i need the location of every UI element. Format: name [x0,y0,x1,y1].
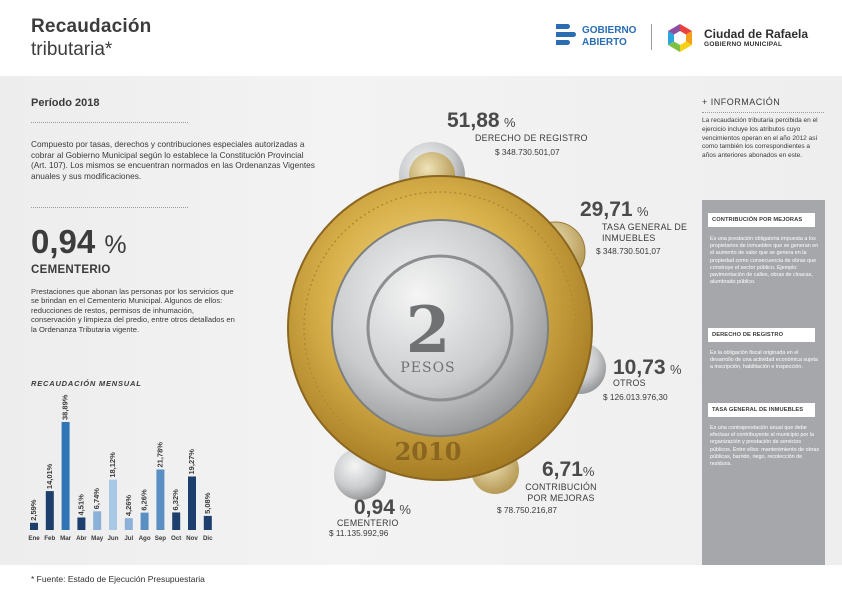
period-label: Período 2018 [31,97,100,109]
sidebar-item-derecho-text: Es la obligación fiscal originada en el … [710,350,818,371]
monthly-revenue-chart: 2,59% Ene 14,01% Feb 38,89% Mar 4,51% Abr 6,74% M… [28,394,213,542]
page-subtitle: tributaria* [31,39,113,60]
bar-label-ago: 6,26% [140,489,149,511]
gobierno-abierto-logo[interactable]: GOBIERNO ABIERTO [556,22,646,54]
source-note: * Fuente: Estado de Ejecución Presupuest… [31,574,205,584]
category-label-dic: Dic [203,535,213,542]
bar-label-feb: 14,01% [45,463,54,489]
category-label-ene: Ene [28,535,40,542]
bar-label-may: 6,74% [92,488,101,510]
ciudad-sub: GOBIERNO MUNICIPAL [704,41,783,48]
bar-jun [109,479,117,530]
bar-label-jul: 4,26% [124,495,133,517]
bar-feb [45,491,54,530]
sidebar-panel [702,200,825,565]
highlight-description: Prestaciones que abonan las personas por… [31,287,235,334]
gobierno-abierto-icon [556,24,578,50]
bar-label-abr: 4,51% [76,494,85,516]
category-label-jun: Jun [107,535,118,542]
category-label-feb: Feb [44,535,55,542]
bar-label-jun: 18,12% [108,452,117,478]
bar-jul [124,518,133,530]
divider [31,122,188,123]
bar-ago [140,512,149,530]
stat-derecho-registro: 51,88 % DERECHO DE REGISTRO $ 348.730.50… [447,109,588,157]
sidebar-item-contribucion-text: Es una prestación obligatoria impuesta a… [710,236,819,286]
bar-mar [61,422,70,530]
bar-label-ene: 2,59% [29,499,38,521]
coin-year: 2010 [395,437,462,466]
stat-otros: 10,73 % OTROS $ 126.013.976,30 [603,356,682,402]
category-label-sep: Sep [155,535,167,542]
bar-ene [30,522,38,530]
gobierno-abierto-text: GOBIERNO ABIERTO [582,25,637,48]
sidebar-intro: La recaudación tributaria percibida en e… [702,117,818,160]
rafaela-hexagon-icon [668,24,692,52]
stat-contribucion-mejoras: 6,71% CONTRIBUCIÓN POR MEJORAS $ 78.750.… [497,458,597,515]
bar-label-dic: 5,08% [203,492,212,514]
category-label-ago: Ago [139,535,151,542]
category-label-jul: Jul [124,535,133,542]
bar-label-mar: 38,89% [61,394,70,420]
coin-main: 2 PESOS 2010 [287,175,593,481]
ciudad-rafaela-logo[interactable]: Ciudad de Rafaela GOBIERNO MUNICIPAL [664,22,814,54]
stat-cementerio: 0,94 % CEMENTERIO $ 11.135.992,96 [329,496,411,538]
bar-label-nov: 19,27% [187,449,196,475]
bar-dic [203,515,212,530]
stat-tasa-general: 29,71 % TASA GENERAL DE INMUEBLES $ 348.… [580,198,688,256]
bar-may [93,511,102,530]
sidebar-item-tasa-title: TASA GENERAL DE INMUEBLES [708,403,815,417]
sidebar-item-tasa-text: Es una contraprestación anual que debe e… [710,425,820,468]
bar-abr [77,517,86,530]
bar-oct [172,512,181,530]
bar-sep [156,469,165,530]
sidebar-heading: + INFORMACIÓN [702,97,781,107]
bar-nov [188,476,196,530]
divider [31,207,188,208]
bar-label-oct: 6,32% [171,489,180,511]
coin-illustration: 2 PESOS 2010 [287,142,606,500]
intro-text: Compuesto por tasas, derechos y contribu… [31,139,315,181]
header: Recaudación tributaria* GOBIERNO ABIERTO… [0,0,842,76]
coin-denomination: 2 [406,293,451,368]
category-label-may: May [91,535,104,542]
sidebar-item-contribucion-title: CONTRIBUCIÓN POR MEJORAS [708,213,815,227]
highlight-category: CEMENTERIO [31,264,111,276]
coin-currency: PESOS [400,360,455,376]
logo-divider [651,24,652,50]
highlight-value: 0,94 % [31,223,127,260]
chart-title: RECAUDACIÓN MENSUAL [31,379,142,388]
category-label-nov: Nov [186,535,198,542]
category-label-mar: Mar [60,535,72,542]
bar-label-sep: 21,78% [155,442,164,468]
sidebar-item-derecho-title: DERECHO DE REGISTRO [708,328,815,342]
page-title: Recaudación [31,16,152,37]
category-label-oct: Oct [171,535,181,542]
divider [702,112,824,113]
ciudad-name: Ciudad de Rafaela [704,27,809,41]
category-label-abr: Abr [76,535,87,542]
